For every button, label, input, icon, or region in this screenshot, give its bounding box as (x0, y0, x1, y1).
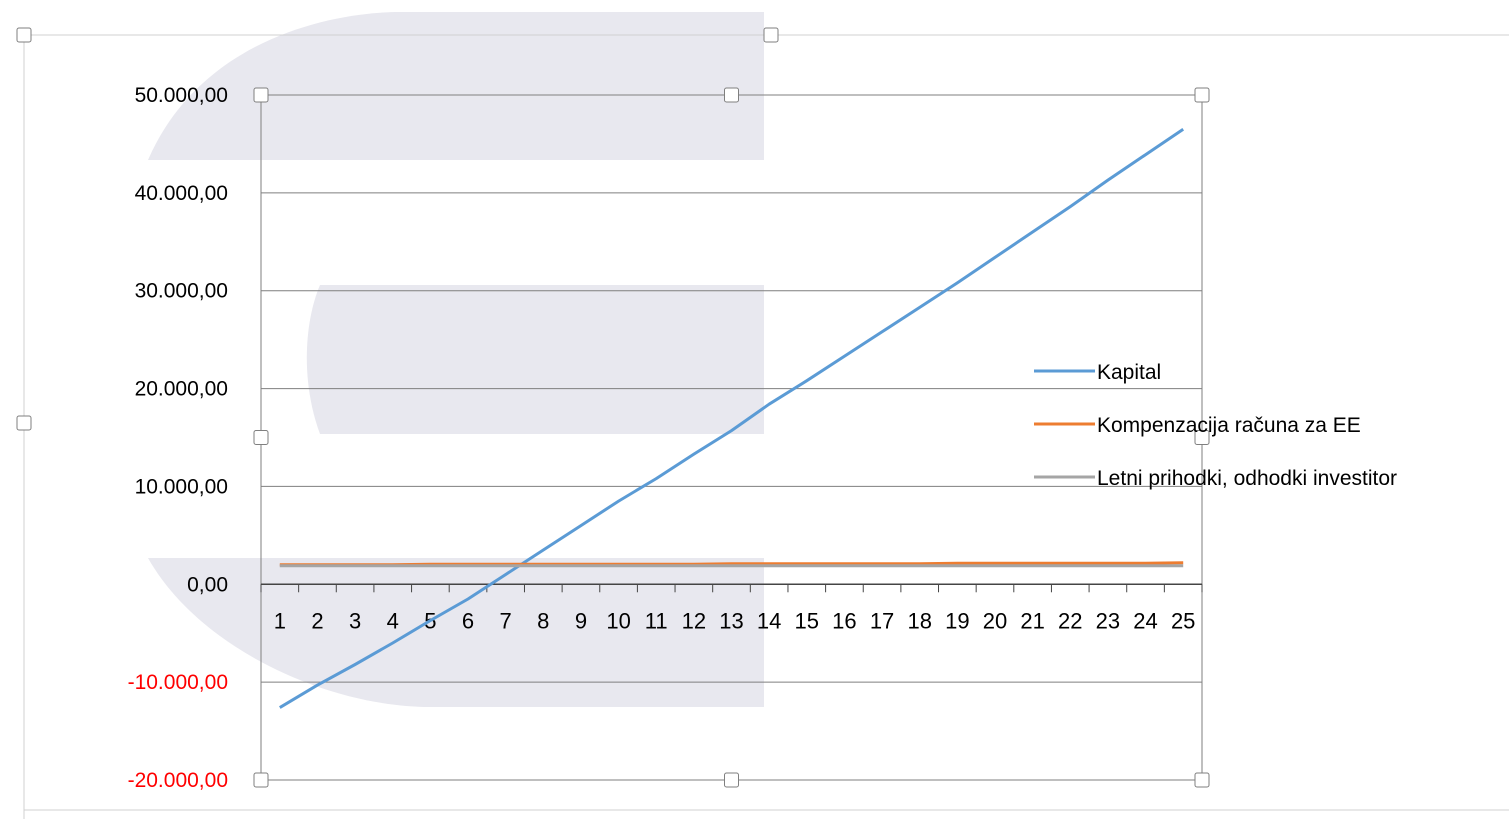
resize-handle[interactable] (253, 87, 269, 103)
watermark-bottom-arc (148, 558, 764, 707)
y-tick-label: 0,00 (187, 573, 228, 596)
legend-label-letni-prihodki: Letni prihodki, odhodki investitor (1097, 467, 1397, 490)
y-tick-label: 50.000,00 (135, 84, 228, 107)
x-tick-label: 11 (645, 608, 668, 633)
watermark-logo (148, 12, 764, 707)
x-tick-label: 16 (832, 608, 856, 633)
selection-handles[interactable] (16, 27, 1210, 788)
series-line-0[interactable] (279, 128, 1185, 709)
legend-label-kompenzacija: Kompenzacija računa za EE (1097, 414, 1361, 437)
x-tick-label: 18 (907, 608, 931, 633)
x-tick-label: 15 (795, 608, 819, 633)
resize-handle[interactable] (253, 430, 269, 445)
legend-entry-kompenzacija[interactable]: Kompenzacija računa za EE (1034, 414, 1361, 437)
x-tick-label: 12 (682, 608, 706, 633)
x-tick-label: 9 (575, 608, 587, 633)
y-tick-label: 10.000,00 (135, 475, 228, 498)
x-tick-label: 6 (462, 608, 474, 633)
x-tick-label: 1 (274, 608, 286, 633)
resize-handle[interactable] (763, 27, 779, 43)
x-tick-label: 19 (945, 608, 969, 633)
y-tick-label: 20.000,00 (135, 378, 228, 401)
x-tick-label: 20 (983, 608, 1007, 633)
y-tick-label: 40.000,00 (135, 182, 228, 205)
legend-entry-letni-prihodki[interactable]: Letni prihodki, odhodki investitor (1034, 467, 1397, 490)
resize-handle[interactable] (16, 415, 32, 431)
y-tick-label: -20.000,00 (128, 769, 228, 792)
y-tick-label: 30.000,00 (135, 280, 228, 303)
x-tick-label: 25 (1171, 608, 1195, 633)
watermark-top-arc (148, 12, 764, 160)
x-tick-label: 3 (349, 608, 361, 633)
x-tick-label: 21 (1020, 608, 1044, 633)
watermark-middle-bar (306, 285, 764, 434)
resize-handle[interactable] (16, 27, 32, 43)
resize-handle[interactable] (1194, 772, 1210, 788)
x-tick-label: 7 (500, 608, 512, 633)
resize-handle[interactable] (253, 772, 269, 788)
x-tick-label: 22 (1058, 608, 1082, 633)
x-tick-label: 23 (1096, 608, 1120, 633)
x-tick-label: 10 (606, 608, 630, 633)
resize-handle[interactable] (724, 87, 739, 103)
x-tick-label: 24 (1133, 608, 1157, 633)
x-tick-label: 8 (537, 608, 549, 633)
x-tick-label: 13 (719, 608, 743, 633)
series-lines (279, 128, 1185, 709)
resize-handle[interactable] (724, 772, 739, 788)
chart-legend[interactable]: Kapital Kompenzacija računa za EE Letni … (1034, 361, 1397, 490)
x-tick-label: 2 (311, 608, 323, 633)
legend-label-kapital: Kapital (1097, 361, 1161, 384)
resize-handle[interactable] (1194, 87, 1210, 103)
resize-handle[interactable] (1194, 430, 1210, 445)
x-tick-label: 14 (757, 608, 781, 633)
x-tick-label: 17 (870, 608, 894, 633)
axes: 50.000,00 40.000,00 30.000,00 20.000,00 10.0… (128, 84, 1203, 792)
legend-entry-kapital[interactable]: Kapital (1034, 361, 1161, 384)
x-tick-label: 4 (387, 608, 399, 633)
y-tick-label: -10.000,00 (128, 671, 228, 694)
